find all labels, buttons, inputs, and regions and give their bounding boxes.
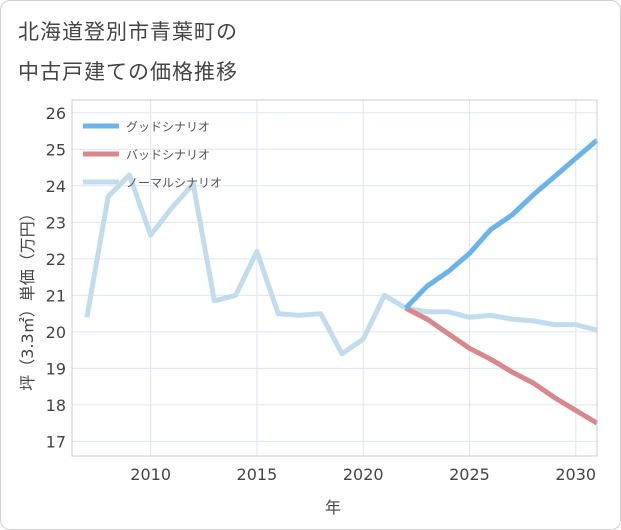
y-axis-title: 坪（3.3㎡）単価（万円） [18,205,37,390]
legend-label-2: ノーマルシナリオ [126,176,222,190]
plot-area [71,99,598,457]
chart-title-line-2: 中古戸建ての価格推移 [18,60,238,84]
y-tick-label: 25 [46,140,66,159]
x-axis-ticks: 2010 2015 2020 2025 2030 [130,465,596,484]
y-tick-label: 20 [46,323,66,342]
x-tick-label: 2010 [130,465,171,484]
y-tick-label: 26 [46,104,66,123]
y-tick-label: 22 [46,250,66,269]
series-lines [84,138,599,426]
y-tick-label: 18 [46,396,66,415]
x-tick-label: 2020 [343,465,384,484]
x-tick-label: 2015 [237,465,278,484]
y-tick-label: 19 [46,359,66,378]
series-line-2 [84,172,598,357]
series-line-0 [403,138,599,310]
chart-title-line-1: 北海道登別市青葉町の [18,20,238,44]
x-tick-label: 2030 [555,465,596,484]
y-axis-ticks: 17 18 19 20 21 22 23 24 25 26 [46,104,66,452]
y-tick-label: 23 [46,213,66,232]
x-tick-label: 2025 [449,465,490,484]
series-line-1 [404,305,599,426]
legend-label-1: バッドシナリオ [126,148,210,162]
plot-frame [71,99,598,457]
y-tick-label: 17 [46,432,66,451]
x-axis-title: 年 [325,498,341,517]
legend-label-0: グッドシナリオ [126,120,210,134]
y-tick-label: 24 [46,177,66,196]
y-tick-label: 21 [46,286,66,305]
